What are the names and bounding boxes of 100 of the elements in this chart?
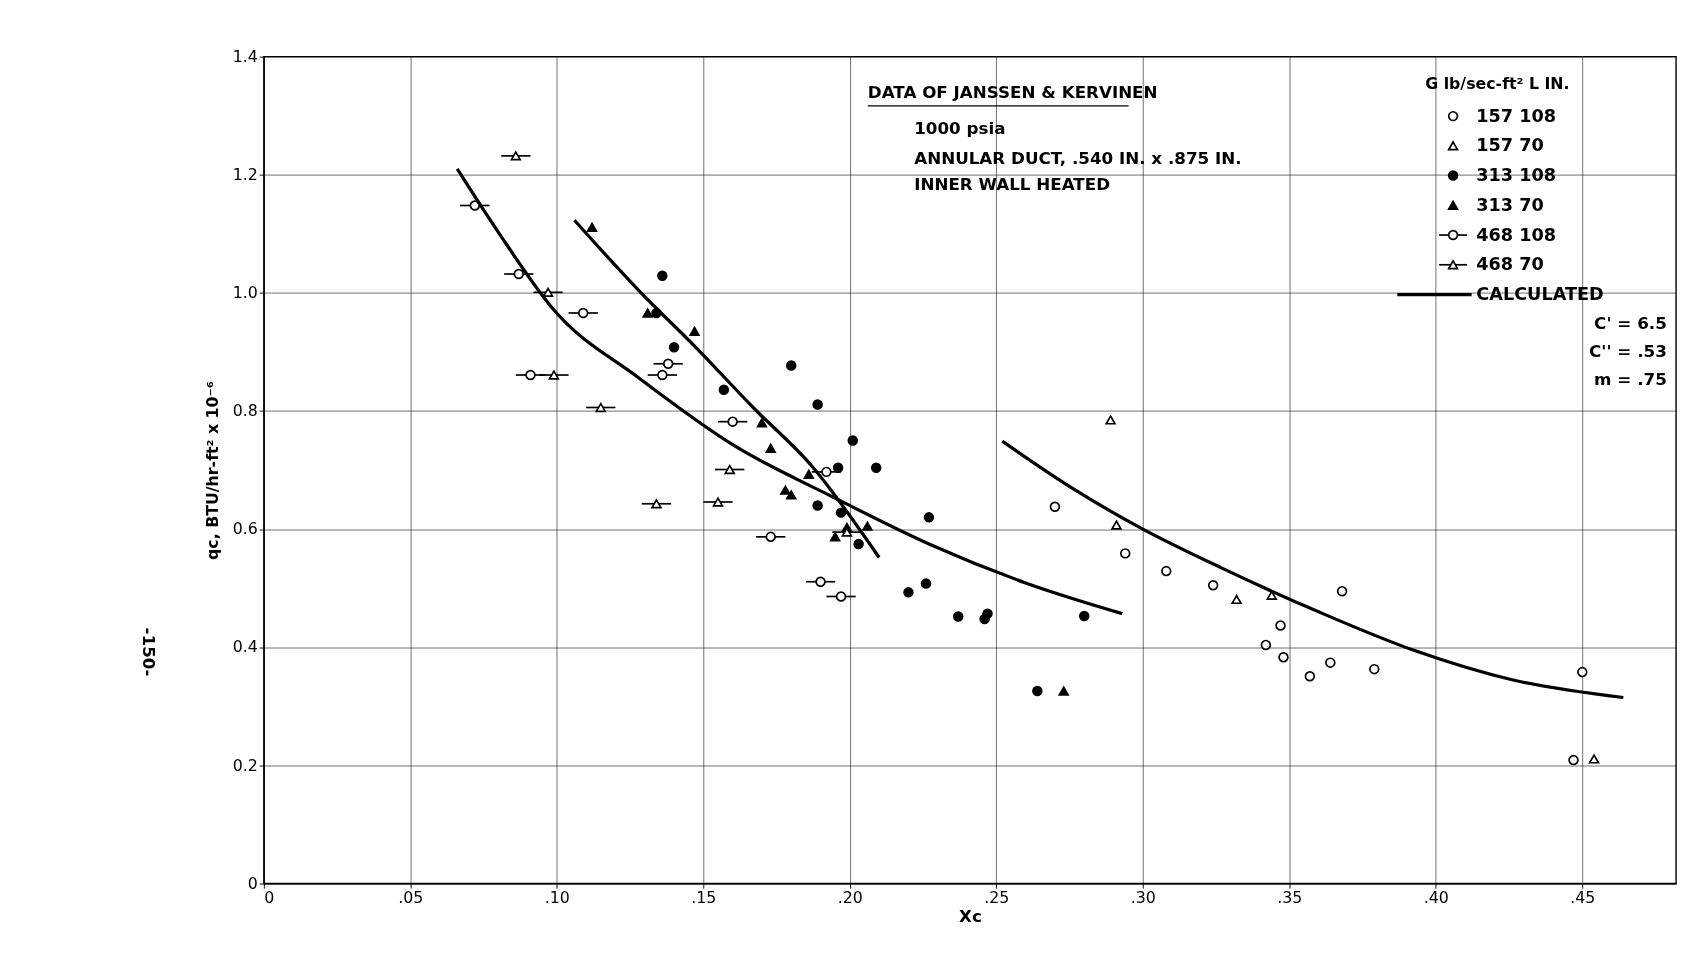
point — [780, 485, 791, 495]
point — [982, 608, 993, 619]
point — [903, 587, 914, 598]
point — [1568, 754, 1579, 766]
point — [765, 531, 776, 543]
point — [1325, 657, 1336, 668]
point — [727, 416, 738, 427]
point — [870, 462, 882, 473]
y-tick-label: 0.4 — [232, 637, 258, 657]
x-tick-label: .35 — [1277, 887, 1303, 907]
point — [1260, 639, 1272, 651]
point — [765, 443, 776, 453]
point — [718, 384, 730, 396]
annotation: C' = 6.5 — [1594, 312, 1667, 333]
y-axis-title: qc, BTU/hr-ft² x 10⁻⁶ — [202, 381, 222, 560]
point — [1105, 415, 1116, 425]
y-tick-label: 0 — [247, 873, 258, 893]
point — [835, 591, 847, 602]
line-series — [572, 218, 881, 560]
point — [835, 507, 847, 518]
point — [1304, 670, 1316, 682]
point — [542, 287, 554, 297]
point — [1161, 565, 1172, 577]
annotation: DATA OF JANSSEN & KERVINEN — [867, 82, 1158, 103]
x-tick-label: .15 — [691, 887, 717, 907]
x-tick-label: .05 — [398, 887, 424, 907]
annotation: ANNULAR DUCT, .540 IN. x .875 IN. — [914, 147, 1242, 168]
legend-title: G lb/sec-ft² L IN. — [1425, 74, 1570, 94]
line-series — [1000, 439, 1625, 700]
line-series — [455, 167, 1124, 616]
point — [513, 268, 525, 280]
legend-label: 157 108 — [1476, 105, 1557, 126]
y-tick-label: 1.4 — [232, 46, 258, 66]
point — [1078, 610, 1090, 622]
y-tick-label: 0.8 — [232, 401, 258, 421]
x-tick-label: .25 — [984, 887, 1010, 907]
point — [1049, 501, 1061, 512]
point — [815, 576, 826, 587]
x-tick-label: .30 — [1130, 887, 1156, 907]
annotation: INNER WALL HEATED — [914, 173, 1111, 194]
point — [1120, 548, 1131, 559]
point — [724, 464, 735, 475]
point — [586, 222, 598, 233]
x-axis-title: Xc — [959, 906, 982, 927]
point — [853, 538, 864, 550]
legend-label: 313 108 — [1476, 165, 1557, 186]
point — [1275, 620, 1286, 631]
point — [920, 578, 932, 589]
point — [923, 512, 935, 523]
annotation: 1000 psia — [914, 117, 1006, 138]
point — [785, 360, 797, 371]
point — [803, 469, 815, 479]
legend-label: CALCULATED — [1476, 284, 1604, 305]
y-tick-label: 1.2 — [232, 164, 258, 184]
point — [510, 151, 522, 161]
point — [829, 532, 841, 542]
x-tick-label: .45 — [1570, 887, 1596, 907]
legend-label: 468 108 — [1476, 224, 1557, 245]
point — [712, 497, 724, 507]
point — [689, 326, 700, 336]
point — [525, 369, 536, 381]
point — [657, 369, 668, 381]
annotation: m = .75 — [1594, 368, 1667, 389]
point — [1577, 666, 1588, 678]
point — [1231, 594, 1242, 605]
point — [668, 342, 680, 353]
x-tick-label: .40 — [1423, 887, 1449, 907]
point — [812, 399, 823, 410]
point — [595, 402, 607, 413]
point — [1588, 754, 1600, 764]
y-tick-label: 0.2 — [232, 755, 258, 775]
text: -150- — [139, 627, 160, 677]
point — [821, 466, 832, 478]
point — [657, 270, 668, 282]
point — [812, 500, 823, 511]
point — [1278, 652, 1289, 663]
point — [1336, 585, 1348, 597]
point — [1032, 685, 1043, 697]
point — [1111, 520, 1122, 530]
point — [577, 307, 589, 319]
x-tick-label: .10 — [544, 887, 570, 907]
point — [548, 370, 560, 380]
point — [662, 358, 674, 370]
point — [953, 611, 964, 622]
point — [1058, 686, 1069, 696]
point — [1207, 580, 1219, 591]
x-tick-label: .20 — [837, 887, 863, 907]
point — [642, 308, 653, 318]
y-tick-label: 0.6 — [232, 519, 258, 539]
point — [1369, 663, 1380, 675]
point — [785, 490, 797, 500]
annotation: C'' = .53 — [1588, 340, 1667, 361]
y-tick-label: 1.0 — [232, 283, 258, 303]
point — [847, 435, 859, 446]
x-tick-label: 0 — [264, 887, 275, 907]
legend-label: 313 70 — [1476, 194, 1544, 215]
point — [862, 521, 873, 531]
legend-label: 157 70 — [1476, 135, 1544, 156]
point — [756, 418, 768, 428]
legend-label: 468 70 — [1476, 254, 1544, 275]
